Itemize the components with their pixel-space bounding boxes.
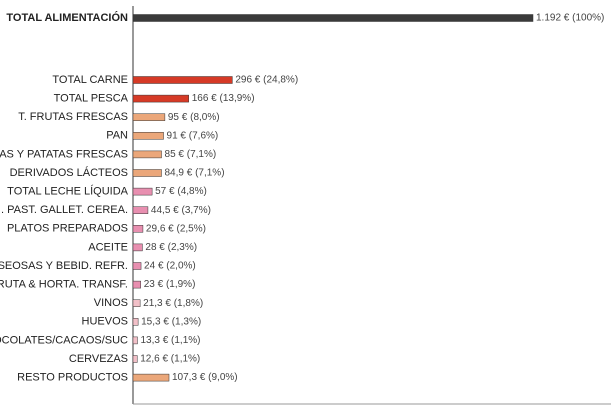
category-label: PAN (106, 130, 128, 142)
value-label: 23 € (1,9%) (144, 279, 196, 290)
bar (132, 355, 138, 363)
bar (132, 318, 139, 326)
value-label: 13,3 € (1,1%) (140, 335, 200, 346)
bar (132, 280, 141, 289)
category-label: ASEOSAS Y BEBID. REFR. (0, 260, 128, 272)
bar (132, 243, 143, 252)
category-label: OCOLATES/CACAOS/SUC (0, 334, 128, 346)
value-label: 85 € (7,1%) (165, 149, 217, 160)
category-label: ACEITE (88, 241, 128, 253)
category-label: AS Y PATATAS FRESCAS (0, 148, 128, 160)
bar (132, 336, 138, 345)
value-label: 91 € (7,6%) (167, 130, 219, 141)
category-label: CERVEZAS (69, 353, 128, 365)
bar (132, 94, 189, 103)
category-label: VINOS (94, 297, 128, 309)
bar (132, 262, 142, 270)
bar (132, 169, 162, 177)
value-label: 107,3 € (9,0%) (172, 372, 238, 383)
category-label: T. FRUTAS FRESCAS (18, 111, 128, 123)
bar (132, 187, 153, 196)
value-label: 28 € (2,3%) (145, 242, 197, 253)
value-label: 84,9 € (7,1%) (164, 168, 224, 179)
category-label: PLATOS PREPARADOS (7, 223, 128, 235)
value-label: 296 € (24,8%) (235, 75, 298, 86)
value-label: 1.192 € (100%) (536, 13, 604, 24)
category-label: . PAST. GALLET. CEREA. (1, 204, 128, 216)
category-label: TOTAL CARNE (52, 74, 128, 86)
value-label: 21,3 € (1,8%) (143, 298, 203, 309)
value-label: 24 € (2,0%) (144, 261, 196, 272)
value-label: 44,5 € (3,7%) (151, 205, 211, 216)
value-label: 95 € (8,0%) (168, 112, 220, 123)
bar (132, 113, 166, 121)
category-label: HUEVOS (82, 316, 128, 328)
value-label: 29,6 € (2,5%) (146, 223, 206, 234)
category-label: DERIVADOS LÁCTEOS (10, 166, 128, 179)
category-label: RUTA & HORTA. TRANSF. (0, 279, 128, 291)
value-label: 57 € (4,8%) (155, 186, 207, 197)
category-label: RESTO PRODUCTOS (17, 372, 128, 384)
bar (132, 132, 164, 140)
bar (132, 150, 162, 159)
value-label: 15,3 € (1,3%) (141, 316, 201, 327)
category-label: TOTAL PESCA (54, 93, 129, 105)
bar (132, 76, 233, 84)
bar (132, 206, 149, 214)
value-label: 166 € (13,9%) (192, 93, 255, 104)
value-label: 12,6 € (1,1%) (140, 354, 200, 365)
category-label: TOTAL ALIMENTACIÓN (6, 11, 128, 24)
bar (132, 299, 141, 307)
bar (132, 373, 170, 382)
bar (132, 14, 534, 22)
bar (132, 225, 144, 233)
category-label: TOTAL LECHE LÍQUIDA (7, 185, 128, 198)
